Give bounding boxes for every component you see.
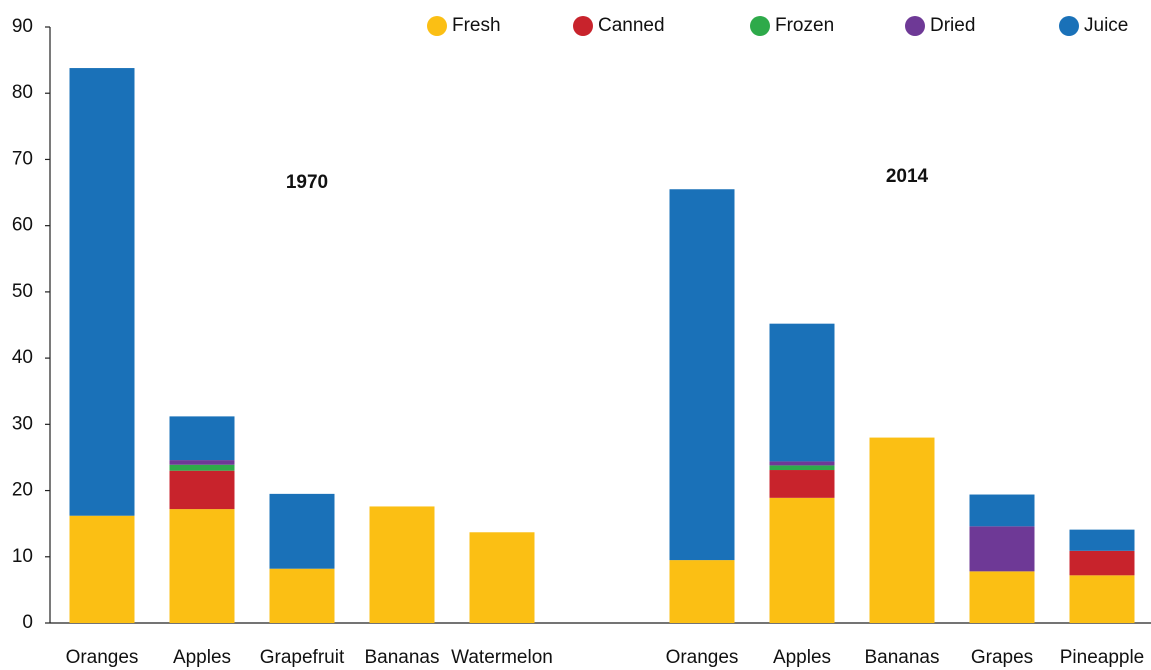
y-tick-label: 20 <box>12 480 33 501</box>
bar-segment <box>169 509 235 623</box>
bar-segment <box>669 189 735 561</box>
bar-segment <box>169 470 235 510</box>
bar-segment <box>69 515 135 623</box>
y-tick-label: 30 <box>12 413 33 434</box>
x-tick-label: Pineapple <box>1060 647 1145 668</box>
bar-segment <box>869 437 935 623</box>
bar-segment <box>969 571 1035 623</box>
legend-swatch <box>427 16 447 36</box>
x-tick-label: Oranges <box>66 647 139 668</box>
y-tick-label: 0 <box>22 612 33 633</box>
y-tick-label: 80 <box>12 82 33 103</box>
x-tick-label: Apples <box>173 647 231 668</box>
bar-segment <box>1069 550 1135 576</box>
legend-label: Juice <box>1084 15 1128 36</box>
legend-label: Fresh <box>452 15 501 36</box>
legend-swatch <box>1059 16 1079 36</box>
legend-label: Canned <box>598 15 665 36</box>
bar-segment <box>969 526 1035 572</box>
y-tick-label: 70 <box>12 148 33 169</box>
bar-segment <box>269 568 335 623</box>
x-tick-label: Grapefruit <box>260 647 345 668</box>
bar-segment <box>69 68 135 516</box>
y-tick-label: 40 <box>12 347 33 368</box>
x-tick-label: Watermelon <box>451 647 553 668</box>
bar-segment <box>769 465 835 471</box>
x-tick-label: Apples <box>773 647 831 668</box>
annotation: 2014 <box>886 166 929 187</box>
bar-segment <box>969 494 1035 527</box>
legend-label: Frozen <box>775 15 834 36</box>
legend-label: Dried <box>930 15 975 36</box>
bar-segment <box>669 560 735 623</box>
legend-swatch <box>905 16 925 36</box>
bar-segment <box>369 506 435 623</box>
bar-segment <box>1069 529 1135 551</box>
x-tick-label: Grapes <box>971 647 1033 668</box>
bar-segment <box>1069 575 1135 623</box>
y-tick-label: 50 <box>12 281 33 302</box>
bar-segment <box>169 464 235 471</box>
y-tick-label: 10 <box>12 546 33 567</box>
x-tick-label: Bananas <box>364 647 439 668</box>
bar-segment <box>469 532 535 623</box>
bar-segment <box>269 493 335 569</box>
bar-segment <box>169 416 235 461</box>
legend-swatch <box>573 16 593 36</box>
bar-segment <box>769 461 835 466</box>
y-tick-label: 60 <box>12 215 33 236</box>
legend-swatch <box>750 16 770 36</box>
bar-segment <box>769 470 835 498</box>
x-tick-label: Oranges <box>666 647 739 668</box>
bar-segment <box>769 323 835 462</box>
bar-segment <box>769 497 835 623</box>
bar-segment <box>169 460 235 465</box>
annotation: 1970 <box>286 172 328 193</box>
y-tick-label: 90 <box>12 16 33 37</box>
x-tick-label: Bananas <box>864 647 939 668</box>
